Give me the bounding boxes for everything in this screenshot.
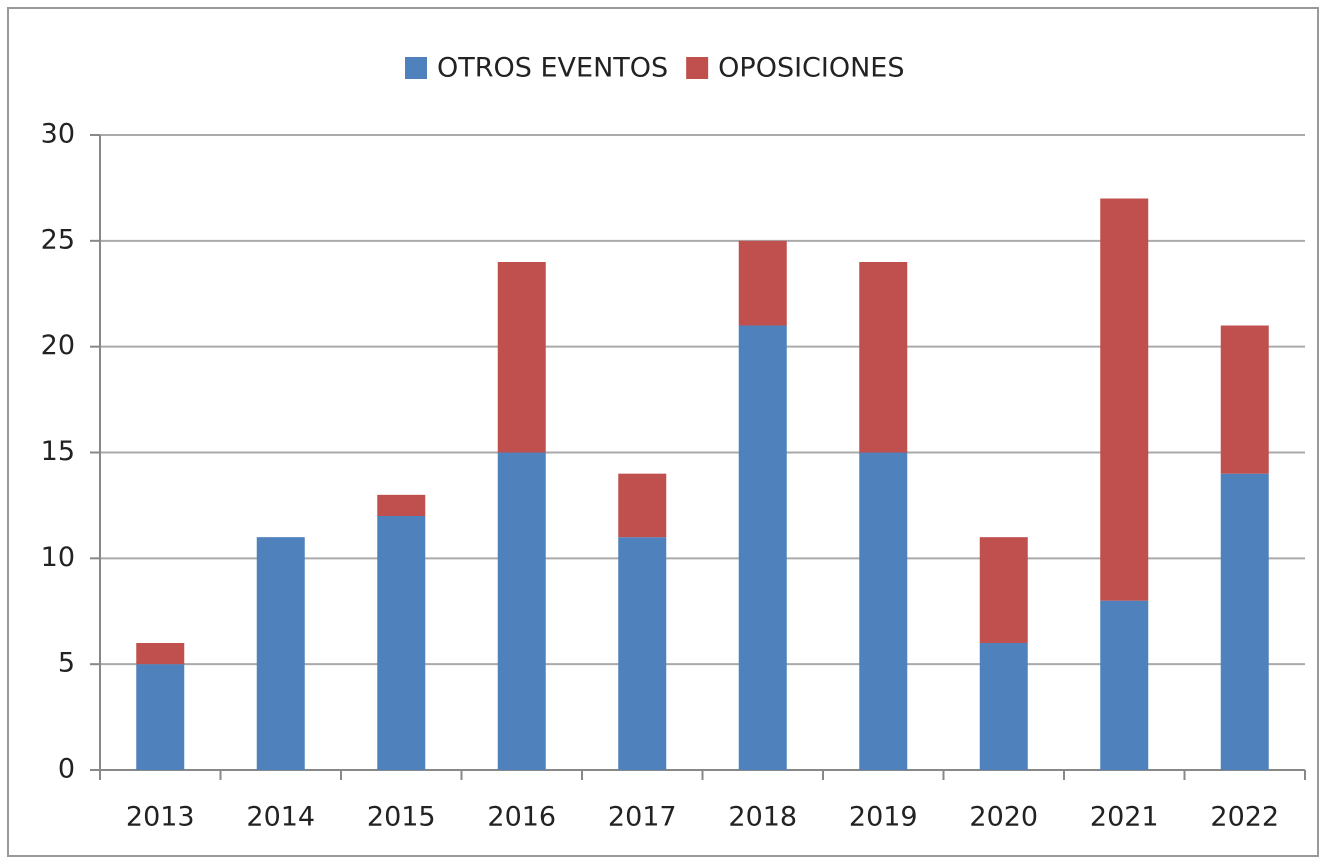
bar-segment [136,643,185,665]
x-tick-label: 2017 [608,802,677,833]
x-tick-label: 2013 [126,802,195,833]
bar-segment [859,452,908,770]
legend-swatch [686,57,709,79]
bar-segment [1220,473,1269,770]
bar-segment [979,643,1028,770]
bar-segment [497,452,546,770]
y-tick-label: 20 [41,330,75,361]
x-tick-label: 2020 [969,802,1038,833]
bar-segment [618,473,667,538]
y-tick-label: 10 [41,542,75,573]
bar-segment [859,262,908,453]
legend-label: OTROS EVENTOS [437,53,668,84]
x-tick-label: 2021 [1090,802,1159,833]
bar-segment [738,325,787,770]
y-tick-label: 30 [41,119,75,150]
bar-segment [377,516,426,770]
x-tick-label: 2018 [728,802,797,833]
bar-segment [256,537,305,770]
y-tick-label: 25 [41,224,75,255]
x-tick-label: 2015 [367,802,436,833]
y-tick-label: 5 [58,648,75,679]
x-tick-label: 2022 [1210,802,1279,833]
legend-label: OPOSICIONES [718,53,904,84]
legend-swatch [405,57,427,79]
x-tick-label: 2019 [849,802,918,833]
bar-segment [618,537,667,770]
bar-segment [738,240,787,326]
bar-segment [1220,325,1269,474]
bar-segment [979,537,1028,643]
bar-segment [136,664,185,770]
x-tick-label: 2014 [246,802,315,833]
bar-segment [1100,600,1149,770]
bar-segment [377,494,426,516]
y-tick-label: 15 [41,436,75,467]
bar-segment [497,262,546,453]
y-tick-label: 0 [58,754,75,785]
x-tick-label: 2016 [487,802,556,833]
bar-segment [1100,198,1149,601]
